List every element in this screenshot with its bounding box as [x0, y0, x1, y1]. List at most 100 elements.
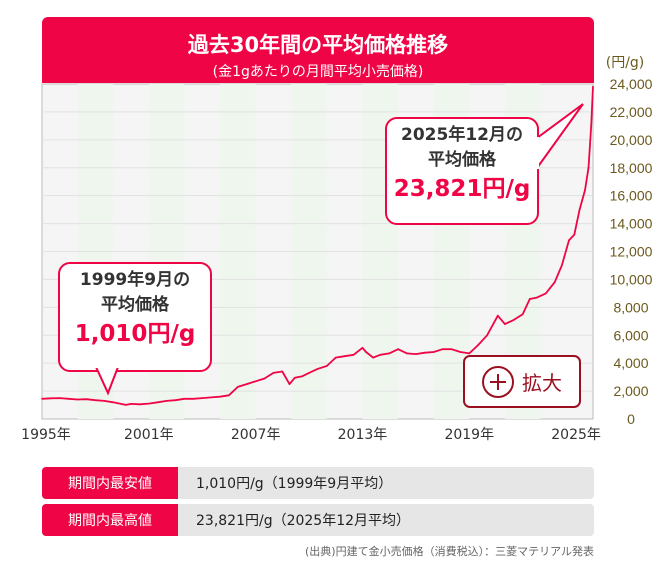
callout-min: 1999年9月の 平均価格 1,010円/g: [58, 262, 212, 372]
data-point: [432, 351, 435, 353]
data-point: [590, 125, 593, 127]
data-point: [553, 281, 556, 284]
data-point: [245, 383, 248, 385]
data-point: [423, 351, 426, 354]
data-point: [165, 400, 168, 402]
x-tick-label: 2007年: [231, 427, 281, 443]
chart-header: 過去30年間の平均価格推移 (金1gあたりの月間平均小売価格): [42, 17, 594, 83]
data-point: [587, 166, 590, 169]
chart-title: 過去30年間の平均価格推移: [187, 33, 449, 57]
data-point: [130, 403, 132, 405]
data-point: [183, 397, 186, 400]
callout-min-line1: 1999年9月の: [79, 270, 191, 290]
y-tick-label: 4,000: [613, 355, 648, 371]
min-price-row: 期間内最安値 1,010円/g（1999年9月平均）: [42, 467, 594, 499]
max-price-value: 23,821円/g（2025年12月平均）: [196, 513, 411, 529]
data-point: [85, 398, 88, 400]
data-point: [343, 355, 346, 357]
data-point: [415, 353, 417, 355]
y-tick-label: 2,000: [613, 383, 648, 399]
y-tick-label: 8,000: [613, 299, 648, 315]
data-point: [521, 313, 524, 316]
y-tick-label: 16,000: [610, 188, 653, 204]
data-point: [263, 377, 266, 380]
data-point: [139, 403, 141, 406]
y-tick-label: 24,000: [610, 76, 653, 92]
data-point: [174, 399, 177, 401]
max-price-label: 期間内最高値: [42, 504, 178, 536]
data-point: [67, 397, 70, 400]
y-tick-label: 14,000: [610, 216, 653, 232]
data-point: [59, 397, 61, 399]
y-tick-label: 12,000: [610, 244, 653, 260]
data-point: [379, 353, 382, 356]
y-tick-label: 10,000: [610, 271, 653, 287]
data-point: [450, 348, 453, 351]
data-point: [334, 356, 337, 359]
max-price-row: 期間内最高値 23,821円/g（2025年12月平均）: [42, 504, 594, 536]
data-point: [148, 402, 150, 405]
data-point: [254, 380, 257, 383]
data-point: [237, 386, 239, 388]
y-tick-label: 20,000: [610, 132, 653, 148]
data-point: [441, 348, 444, 351]
data-point: [365, 351, 367, 353]
x-tick-label: 1995年: [21, 427, 71, 443]
data-point: [94, 399, 97, 401]
data-point: [592, 85, 594, 88]
data-point: [219, 395, 221, 398]
data-point: [326, 365, 328, 367]
data-point: [573, 233, 576, 236]
data-point: [568, 239, 570, 242]
data-point: [528, 298, 531, 300]
data-point: [103, 400, 106, 402]
callout-min-value: 1,010円/g: [74, 321, 196, 347]
data-point: [210, 396, 212, 399]
min-price-value: 1,010円/g（1999年9月平均）: [196, 476, 393, 492]
data-point: [578, 208, 581, 211]
min-price-label: 期間内最安値: [42, 467, 178, 499]
data-point: [486, 334, 488, 337]
callout-max-line2: 平均価格: [428, 150, 496, 170]
y-tick-label: 22,000: [610, 104, 653, 120]
chart-subtitle: (金1gあたりの月間平均小売価格): [212, 64, 424, 80]
callout-min-line2: 平均価格: [101, 295, 169, 315]
callout-max-value: 23,821円/g: [393, 176, 531, 202]
data-point: [388, 352, 390, 355]
y-unit-label: (円/g): [606, 55, 645, 71]
data-point: [536, 296, 538, 299]
data-point: [545, 292, 547, 295]
data-point: [504, 323, 506, 325]
data-point: [228, 394, 230, 397]
x-tick-label: 2001年: [124, 427, 174, 443]
data-point: [584, 189, 586, 191]
source-note: (出典)円建て金小売価格（消費税込）：三菱マテリアル発表: [305, 545, 594, 558]
data-point: [201, 397, 204, 399]
data-point: [468, 352, 471, 355]
plus-circle-icon: [482, 365, 514, 398]
data-point: [272, 372, 275, 374]
data-point: [397, 348, 399, 351]
data-point: [124, 404, 127, 406]
data-point: [406, 352, 408, 355]
zoom-button[interactable]: 拡大: [463, 355, 581, 408]
data-point: [352, 353, 355, 356]
data-point: [50, 397, 52, 400]
data-point: [76, 398, 79, 401]
callout-max: 2025年12月の 平均価格 23,821円/g: [385, 117, 539, 225]
data-point: [459, 351, 462, 353]
data-point: [308, 372, 310, 374]
data-point: [372, 356, 374, 359]
y-tick-label: 6,000: [613, 327, 648, 343]
x-tick-label: 2019年: [444, 427, 494, 443]
data-point: [361, 347, 364, 349]
data-point: [477, 344, 479, 346]
data-point: [317, 367, 319, 370]
x-tick-label: 2013年: [338, 427, 388, 443]
x-tick-label: 2025年: [551, 427, 601, 443]
data-point: [112, 401, 115, 404]
data-point: [192, 397, 195, 400]
data-point: [281, 370, 284, 373]
callout-max-line1: 2025年12月の: [401, 125, 523, 145]
data-point: [294, 377, 296, 379]
